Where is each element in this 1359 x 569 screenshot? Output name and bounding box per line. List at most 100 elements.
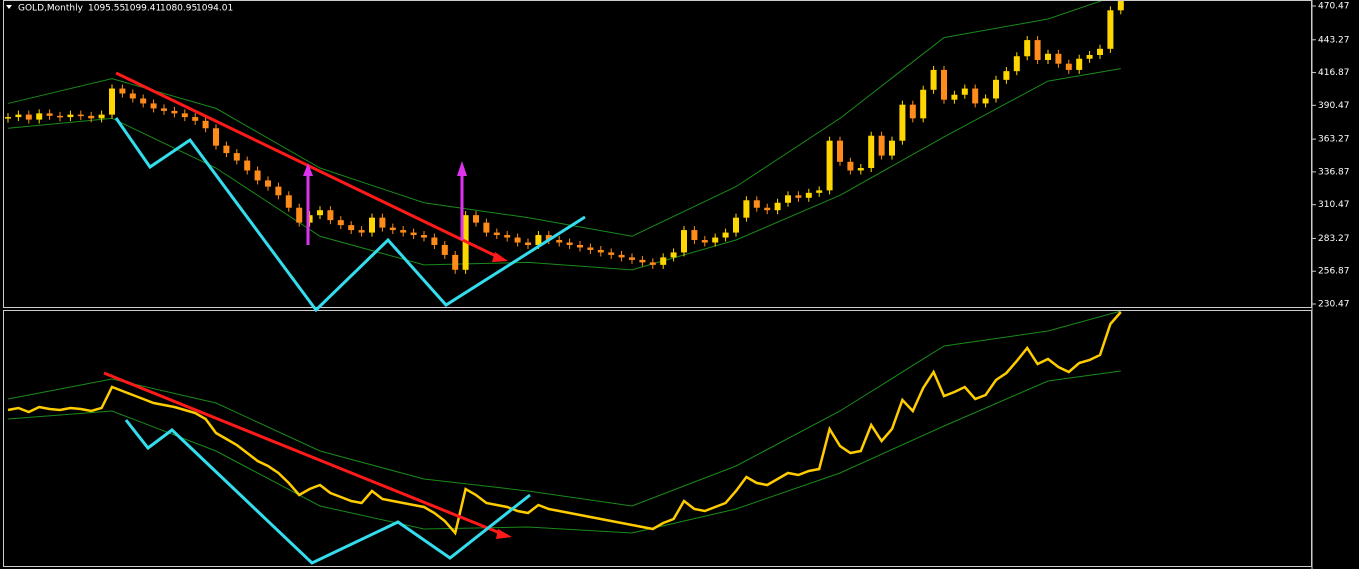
candle	[254, 170, 261, 181]
candle	[753, 200, 760, 208]
y-tick-label: 363.27	[1318, 135, 1350, 145]
candle	[514, 237, 521, 243]
candle	[421, 235, 427, 238]
candle	[46, 113, 53, 116]
candle	[1086, 55, 1093, 59]
quote-value: 1095.55	[88, 4, 125, 14]
arrow-head	[303, 163, 313, 176]
candle	[847, 161, 854, 171]
candle	[337, 220, 344, 226]
price-panel	[5, 0, 1124, 274]
candle	[213, 128, 219, 146]
candle	[129, 93, 136, 99]
candle	[608, 252, 615, 255]
band-lower	[7, 68, 1121, 271]
indicator-line	[7, 311, 1122, 536]
candle	[181, 113, 188, 118]
candle	[941, 69, 947, 100]
candle	[389, 227, 396, 231]
candle	[400, 230, 407, 233]
candle	[1097, 48, 1103, 56]
band-lower	[7, 370, 1121, 534]
candle	[535, 235, 542, 245]
y-tick-label: 256.87	[1318, 267, 1350, 277]
candle	[140, 98, 147, 104]
candle	[566, 242, 573, 245]
menu-triangle[interactable]	[6, 5, 12, 9]
candle	[473, 215, 479, 223]
candle	[878, 135, 885, 156]
candle	[410, 232, 417, 236]
candle	[629, 257, 635, 260]
candle	[223, 145, 230, 154]
candle	[816, 190, 823, 193]
band-upper	[7, 311, 1121, 507]
candle	[1024, 40, 1031, 57]
candle	[1003, 71, 1010, 80]
candle	[1055, 53, 1062, 64]
candle	[701, 240, 708, 243]
candle	[369, 217, 375, 233]
candle	[348, 225, 355, 231]
candle	[930, 69, 937, 90]
candle	[275, 186, 282, 196]
candle	[618, 254, 625, 258]
candle	[577, 244, 583, 248]
candle	[88, 115, 95, 119]
candle	[795, 195, 802, 198]
candle	[868, 135, 875, 169]
candle	[951, 94, 958, 100]
candle	[733, 217, 739, 233]
arrow-head	[496, 529, 512, 539]
candle	[826, 140, 833, 191]
y-tick-label: 470.47	[1318, 2, 1350, 12]
candle	[379, 217, 386, 228]
candle	[597, 249, 604, 253]
candle	[837, 140, 843, 162]
candle	[670, 252, 677, 258]
candle	[67, 114, 74, 118]
indicator-panel	[7, 311, 1122, 536]
arrow-head	[492, 252, 508, 262]
candle	[15, 114, 22, 118]
candle	[296, 207, 303, 223]
candle	[77, 114, 84, 117]
y-tick-label: 310.47	[1318, 200, 1350, 210]
candle	[233, 153, 240, 161]
candle	[1045, 53, 1051, 60]
trend-line	[103, 371, 506, 537]
annotations	[103, 71, 586, 565]
candle	[660, 257, 667, 265]
candle	[920, 89, 927, 119]
zigzag	[124, 419, 531, 565]
quote-value: 1094.01	[196, 4, 233, 14]
candle	[712, 237, 719, 243]
y-tick-label: 443.27	[1318, 35, 1350, 45]
candle	[909, 104, 916, 119]
y-tick-label: 416.87	[1318, 68, 1350, 78]
zigzag	[114, 117, 586, 313]
candle	[441, 244, 448, 255]
candle	[5, 117, 11, 119]
candle	[774, 202, 781, 211]
candle	[202, 120, 209, 129]
candle	[327, 210, 334, 221]
y-tick-label: 390.47	[1318, 101, 1350, 111]
candle	[961, 88, 968, 95]
candle	[1076, 58, 1083, 70]
candle	[764, 207, 771, 211]
candle	[889, 140, 895, 156]
candle	[431, 237, 438, 245]
candle	[587, 247, 594, 250]
candle	[57, 115, 63, 118]
candle	[109, 88, 115, 115]
candle	[639, 259, 646, 263]
candle	[649, 262, 656, 265]
candle	[1107, 10, 1114, 49]
candle	[452, 254, 459, 270]
candle	[743, 200, 750, 218]
candle	[285, 195, 292, 208]
